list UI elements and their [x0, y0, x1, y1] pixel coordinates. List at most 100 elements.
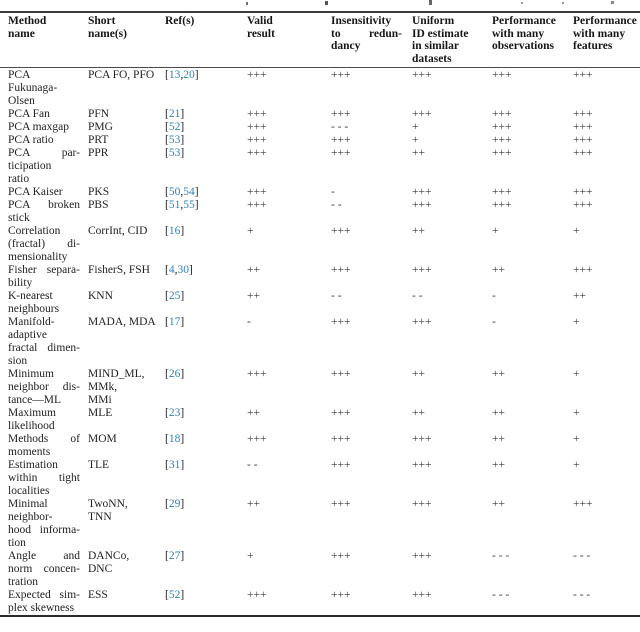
method-row: PCA Kaiser PKS [50,54] +++ - +++ +++ +++	[0, 186, 640, 199]
text-line: neighbours	[8, 303, 60, 315]
ref-bracket: [	[165, 290, 169, 302]
refs-cell: [53]	[165, 134, 247, 147]
column-header-insensitivity: Insensitivity to redun-dancy	[331, 12, 412, 68]
reference-link[interactable]: 27	[168, 550, 181, 562]
text-line: hood informa-	[8, 524, 80, 536]
text-line: Ref(s)	[165, 15, 195, 27]
text-line: TwoNN,	[88, 498, 128, 510]
reference-link[interactable]: 13	[168, 69, 181, 81]
refs-cell: [25]	[165, 290, 247, 316]
reference-link[interactable]: 52	[168, 589, 181, 601]
text-line: Insensitivity	[331, 15, 392, 27]
short-name-cell: MLE	[88, 407, 165, 433]
text-line: Olsen	[8, 95, 35, 107]
reference-link[interactable]: 53	[168, 134, 181, 146]
method-name-cell: Manifold-adaptive fractal dimen-sion	[0, 316, 88, 368]
text-line: result	[247, 27, 275, 40]
caption-descender-fragment	[521, 2, 523, 4]
insensitivity-cell: +++	[331, 69, 351, 81]
reference-link[interactable]: 21	[168, 108, 181, 120]
uniform-id-cell: ++	[412, 225, 425, 237]
perf-observations-cell: ++	[492, 368, 505, 380]
perf-observations-cell: -	[492, 316, 496, 328]
text-line: PCA ratio	[8, 134, 54, 146]
method-row: Fisher separa-bility FisherS, FSH [4,30] ++…	[0, 264, 640, 290]
perf-observations-cell: +++	[492, 186, 512, 198]
text-line: mensionality	[8, 251, 68, 263]
method-row: K-nearest neighbours KNN [25] ++ - -- - - ++	[0, 290, 640, 316]
text-line: Maximum	[8, 407, 56, 419]
method-name-cell: PCA par-ticipation ratio	[0, 147, 88, 186]
text-line: Correlation	[8, 225, 61, 237]
reference-link[interactable]: 53	[168, 147, 181, 159]
method-name-cell: PCA broken stick	[0, 199, 88, 225]
text-line: PCA Kaiser	[8, 186, 63, 198]
reference-link[interactable]: 55	[183, 199, 195, 211]
ref-comma: ,	[180, 199, 184, 211]
short-name-cell: PBS	[88, 199, 165, 225]
reference-link[interactable]: 52	[168, 121, 181, 133]
insensitivity-cell: - - -	[331, 121, 349, 133]
short-name-cell: MIND_ML, MMk, MMi	[88, 368, 165, 407]
short-name-cell: FisherS, FSH	[88, 264, 165, 290]
reference-link[interactable]: 54	[183, 186, 195, 198]
reference-link[interactable]: 26	[168, 368, 181, 380]
reference-link[interactable]: 23	[168, 407, 181, 419]
text-line: Methods of	[8, 433, 80, 445]
text-line: Performance	[573, 15, 637, 27]
reference-link[interactable]: 29	[168, 498, 181, 510]
ref-bracket: ]	[194, 186, 199, 198]
reference-link[interactable]: 16	[168, 225, 181, 237]
ref-bracket: ]	[180, 550, 185, 562]
reference-link[interactable]: 50	[168, 186, 181, 198]
reference-link[interactable]: 4	[168, 264, 175, 276]
text-line: tance—ML	[8, 394, 62, 406]
perf-observations-cell: - - -	[492, 589, 510, 601]
valid-result-cell: +++	[247, 121, 267, 133]
text-line: Expected sim-	[8, 589, 80, 601]
refs-cell: [17]	[165, 316, 247, 368]
ref-bracket: [	[165, 459, 169, 471]
method-name-cell: Estimation within tight localities	[0, 459, 88, 498]
uniform-id-cell: +++	[412, 316, 432, 328]
perf-observations-cell: +++	[492, 199, 512, 211]
insensitivity-cell: +++	[331, 498, 351, 510]
method-row: PCA broken stick PBS [51,55] +++ - - +++ +++ +++	[0, 199, 640, 225]
refs-cell: [13,20]	[165, 68, 247, 109]
perf-observations-cell: +++	[492, 121, 512, 133]
reference-link[interactable]: 18	[168, 433, 181, 445]
perf-observations-cell: +	[492, 225, 499, 237]
reference-link[interactable]: 31	[168, 459, 181, 471]
ref-bracket: [	[165, 69, 169, 81]
short-name-cell: PFN	[88, 108, 165, 121]
ref-bracket: [	[165, 589, 169, 601]
perf-observations-cell: - - -	[492, 550, 510, 562]
text-line: Method	[8, 15, 47, 27]
uniform-id-cell: +	[412, 121, 419, 133]
text-line: tion	[8, 537, 26, 549]
reference-link[interactable]: 25	[168, 290, 181, 302]
short-name-cell: DANCo, DNC	[88, 550, 165, 589]
perf-features-cell: +++	[573, 199, 593, 211]
text-line: to redun-	[331, 27, 402, 40]
uniform-id-cell: +++	[412, 199, 432, 211]
text-line: Fisher separa-	[8, 264, 80, 276]
text-line: within tight	[8, 472, 80, 484]
perf-observations-cell: +++	[492, 134, 512, 146]
refs-cell: [26]	[165, 368, 247, 407]
method-row: Minimal neighbor-hood informa-tion TwoNN, T…	[0, 498, 640, 550]
caption-descender-fragment	[562, 2, 564, 4]
uniform-id-cell: +++	[412, 589, 432, 601]
reference-link[interactable]: 51	[168, 199, 181, 211]
insensitivity-cell: +++	[331, 134, 351, 146]
reference-link[interactable]: 20	[183, 69, 195, 81]
column-header-perf-observations: Performance with many observations	[492, 12, 573, 68]
id-estimation-methods-table: Method name Short name(s) Ref(s) Valid result I…	[0, 11, 640, 617]
refs-cell: [52]	[165, 589, 247, 616]
caption-descender-fragment	[429, 0, 432, 5]
text-line: moments	[8, 446, 51, 458]
valid-result-cell: ++	[247, 498, 260, 510]
reference-link[interactable]: 30	[177, 264, 189, 276]
reference-link[interactable]: 17	[168, 316, 181, 328]
perf-features-cell: +++	[573, 121, 593, 133]
